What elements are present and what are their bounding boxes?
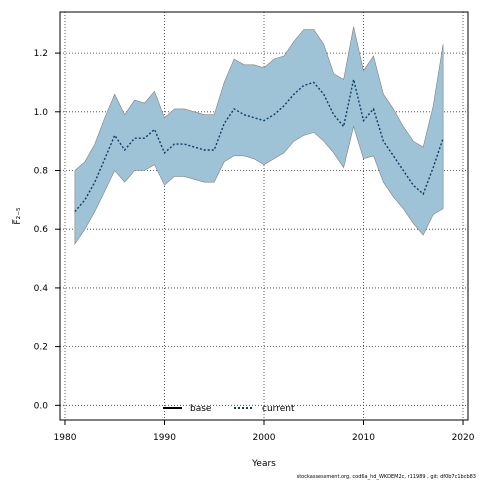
x-tick-label: 1980 [54, 433, 77, 443]
legend-label-base: base [190, 404, 212, 414]
x-tick-label: 2000 [253, 433, 276, 443]
y-tick-label: 0.6 [34, 225, 49, 235]
x-tick-label: 2020 [452, 433, 475, 443]
y-tick-label: 1.0 [34, 108, 49, 118]
x-axis-label: Years [251, 459, 276, 469]
x-tick-label: 1990 [153, 433, 176, 443]
y-tick-label: 0.4 [34, 284, 49, 294]
legend-label-current: current [262, 404, 295, 414]
legend: base current [163, 404, 295, 414]
footer-text: stockassessment.org, cod6a_hd_WKDEM2c, r… [297, 474, 476, 480]
x-tick-label: 2010 [352, 433, 375, 443]
x-axis-ticks: 1980 1990 2000 2010 2020 [54, 420, 475, 443]
y-tick-label: 0.2 [34, 343, 48, 353]
y-tick-label: 0.0 [34, 401, 49, 411]
current-series-line [74, 79, 444, 213]
y-axis-label: F̅₂₋₅ [11, 207, 23, 225]
y-axis-ticks: 0.0 0.2 0.4 0.6 0.8 1.0 1.2 [34, 49, 60, 411]
y-tick-label: 1.2 [34, 49, 48, 59]
confidence-band [74, 26, 444, 245]
grid-lines [60, 12, 468, 420]
y-tick-label: 0.8 [34, 167, 49, 177]
